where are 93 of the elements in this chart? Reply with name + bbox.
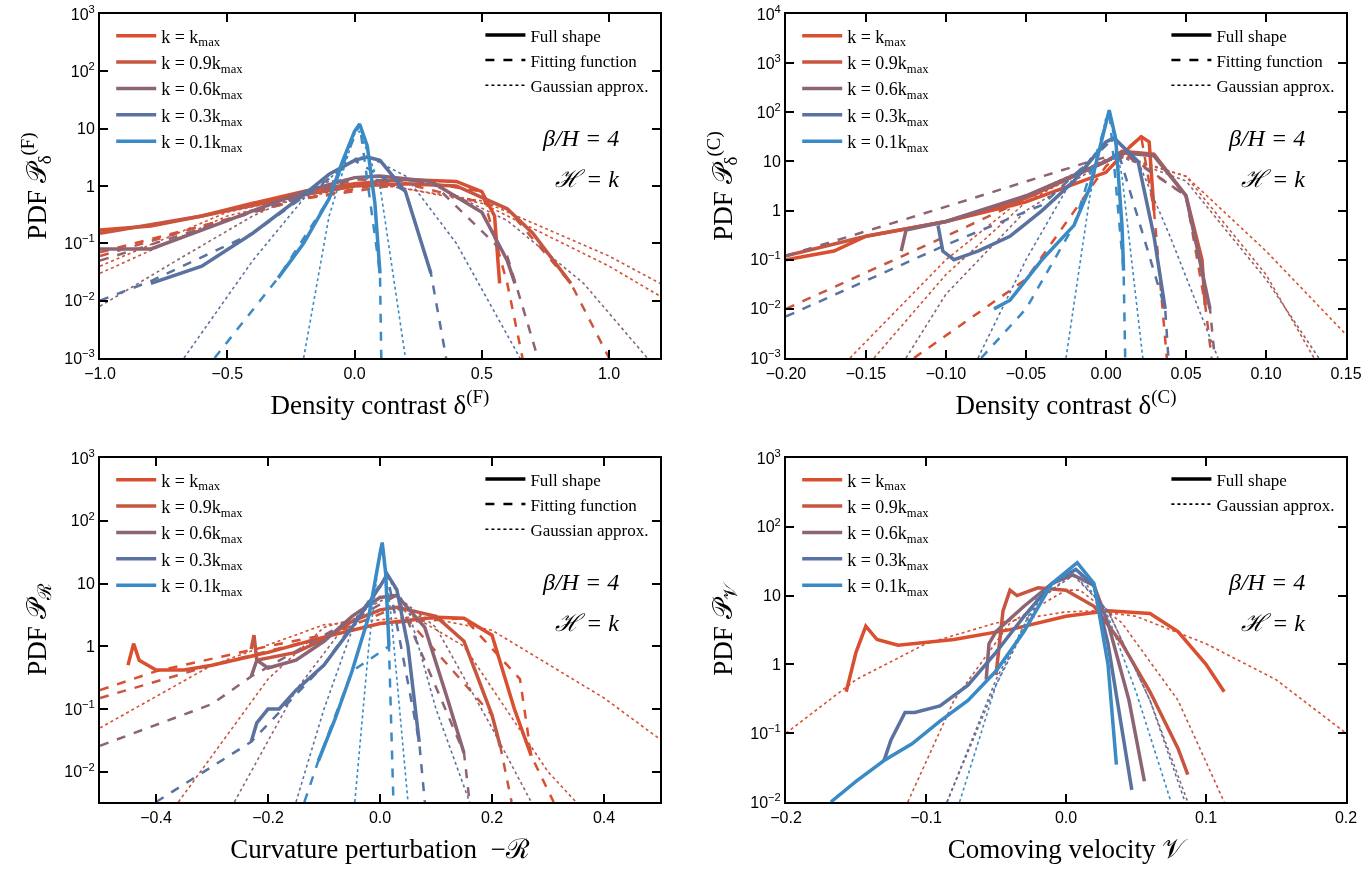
y-tick-label: 10$^{2}$ [70, 60, 95, 80]
y-tick-label: 10$^{−2}$ [750, 790, 781, 811]
annotation: β/H = 4 [542, 125, 620, 151]
y-tick-label: 1 [771, 202, 781, 220]
legend-label: k = k$_{max}$ [847, 26, 907, 50]
x-tick-label: 0.2 [1334, 809, 1358, 827]
y-tick-label: 10$^{3}$ [70, 2, 95, 23]
legend-label: k = 0.3k$_{max}$ [847, 105, 930, 129]
x-tick-label: 0.4 [592, 809, 616, 827]
y-tick-label: 10$^{4}$ [756, 2, 781, 23]
y-tick-label: 10$^{−2}$ [64, 760, 95, 781]
legend-label: k = k$_{max}$ [161, 470, 221, 494]
legend-label: Fitting function [530, 495, 638, 515]
legend-label: k = 0.9k$_{max}$ [161, 53, 244, 76]
y-tick-label: 10$^{2}$ [70, 509, 95, 530]
legend-label: k = 0.6k$_{max}$ [847, 79, 930, 103]
legend-label: Fitting function [530, 51, 638, 71]
x-tick-label: −0.20 [765, 365, 807, 383]
x-tick-label: −0.5 [211, 365, 244, 383]
x-tick-label: 0.0 [368, 809, 392, 827]
legend-label: Fitting function [1216, 51, 1324, 71]
y-tick-label: 10 [77, 575, 95, 593]
annotation: ℋ = k [1241, 610, 1306, 636]
y-tick-label: 10$^{−2}$ [64, 289, 95, 310]
y-tick-label: 10 [763, 587, 781, 605]
x-tick-label: −0.1 [910, 809, 942, 827]
x-tick-label: −1.0 [84, 365, 116, 383]
annotation: β/H = 4 [1228, 569, 1306, 595]
x-axis-title: Density contrast δ$^{(C)}$ [955, 385, 1177, 421]
annotation: ℋ = k [555, 610, 620, 636]
y-tick-label: 10 [763, 153, 781, 171]
x-tick-label: −0.2 [252, 809, 284, 827]
legend-label: k = 0.3k$_{max}$ [161, 549, 244, 573]
y-tick-label: 10$^{2}$ [756, 515, 781, 536]
annotation: β/H = 4 [542, 569, 620, 595]
x-tick-label: −0.2 [770, 809, 802, 827]
x-axis-title: Comoving velocity 𝒱 [947, 834, 1189, 865]
x-tick-label: 0.00 [1090, 365, 1122, 383]
y-tick-label: 10$^{−3}$ [64, 346, 95, 367]
x-tick-label: −0.4 [140, 809, 172, 827]
x-tick-label: −0.15 [845, 365, 887, 383]
legend-label: k = k$_{max}$ [847, 470, 907, 494]
x-tick-label: −0.10 [925, 365, 967, 383]
legend-label: k = 0.1k$_{max}$ [161, 132, 244, 156]
y-tick-label: 10$^{−1}$ [64, 232, 95, 252]
x-tick-label: −0.05 [1005, 365, 1047, 383]
legend-label: k = k$_{max}$ [161, 26, 221, 50]
legend-label: k = 0.6k$_{max}$ [847, 523, 930, 547]
x-tick-label: 0.0 [1054, 809, 1078, 827]
y-tick-label: 10 [77, 120, 95, 138]
legend-label: k = 0.1k$_{max}$ [847, 576, 930, 600]
y-tick-label: 10$^{−1}$ [750, 722, 781, 742]
y-tick-label: 10$^{3}$ [756, 52, 781, 72]
legend-label: k = 0.9k$_{max}$ [161, 497, 244, 520]
y-tick-label: 10$^{−1}$ [64, 697, 95, 718]
legend-label: Full shape [1216, 26, 1287, 46]
x-tick-label: 0.5 [470, 365, 494, 383]
y-tick-label: 10$^{−3}$ [750, 346, 781, 367]
legend-label: k = 0.3k$_{max}$ [161, 105, 244, 129]
legend-label: Gaussian approx. [1216, 76, 1335, 96]
x-tick-label: 0.0 [343, 365, 366, 383]
x-tick-label: 0.1 [1194, 809, 1218, 827]
x-tick-label: 0.05 [1170, 365, 1202, 383]
legend-label: Full shape [530, 470, 601, 490]
x-tick-label: 0.15 [1330, 365, 1362, 383]
x-tick-label: 1.0 [597, 365, 621, 383]
x-axis-title: Curvature perturbation −ℛ [230, 834, 530, 865]
legend-label: Full shape [530, 26, 601, 46]
y-tick-label: 10$^{3}$ [756, 446, 781, 467]
legend-label: k = 0.3k$_{max}$ [847, 549, 930, 573]
y-tick-label: 10$^{−1}$ [750, 248, 781, 269]
y-tick-label: 1 [771, 656, 781, 673]
legend-label: Gaussian approx. [530, 520, 649, 540]
y-tick-label: 1 [85, 177, 95, 195]
y-tick-label: 10$^{2}$ [756, 101, 781, 121]
legend-label: k = 0.9k$_{max}$ [847, 53, 930, 76]
x-tick-label: 0.10 [1250, 365, 1282, 383]
legend-label: k = 0.6k$_{max}$ [161, 523, 244, 547]
annotation: ℋ = k [1241, 166, 1306, 192]
legend-label: k = 0.9k$_{max}$ [847, 497, 930, 520]
annotation: ℋ = k [555, 166, 620, 192]
y-tick-label: 10$^{3}$ [70, 446, 95, 467]
y-tick-label: 1 [85, 637, 95, 655]
legend-label: Full shape [1216, 470, 1287, 490]
x-axis-title: Density contrast δ$^{(F)}$ [270, 385, 490, 421]
y-tick-label: 10$^{−2}$ [750, 297, 781, 318]
legend-label: k = 0.1k$_{max}$ [847, 132, 930, 156]
annotation: β/H = 4 [1228, 125, 1306, 151]
legend-label: Gaussian approx. [530, 76, 649, 96]
legend-label: k = 0.1k$_{max}$ [161, 576, 244, 600]
x-tick-label: 0.2 [480, 809, 504, 827]
legend-label: Gaussian approx. [1216, 495, 1335, 515]
legend-label: k = 0.6k$_{max}$ [161, 79, 244, 103]
